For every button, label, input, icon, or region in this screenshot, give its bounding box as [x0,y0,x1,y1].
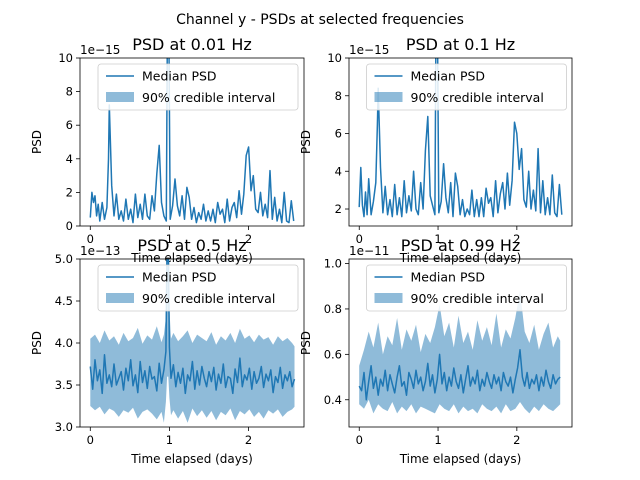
legend-box [97,264,299,312]
subplot-title: PSD at 0.01 Hz [132,35,252,54]
y-axis-label: PSD [30,130,44,154]
legend-median-label: Median PSD [142,270,217,285]
x-tick-label: 1 [166,433,173,447]
y-tick-label: 3.0 [55,420,73,434]
y-tick-label: 2 [335,202,342,216]
y-axis-label: PSD [299,331,313,355]
y-tick-label: 4 [335,164,342,178]
subplot-title: PSD at 0.99 Hz [401,236,521,255]
y-tick-label: 1.0 [324,257,342,271]
x-tick-label: 2 [513,433,520,447]
plot-area [358,290,561,414]
x-tick-label: 1 [166,232,173,246]
y-axis-label: PSD [30,331,44,355]
legend-interval-label: 90% credible interval [411,90,544,105]
legend: Median PSD 90% credible interval [366,264,567,312]
median-psd-line [89,259,296,395]
axes-frame [79,57,305,227]
legend-box [366,264,567,312]
y-tick-label: 4 [66,152,73,166]
axes-frame [348,258,573,428]
legend-median-label: Median PSD [142,69,217,84]
legend-box [97,63,299,111]
y-tick-label: 8 [335,89,342,103]
y-tick-label: 8 [66,85,73,99]
subplot-title: PSD at 0.5 Hz [137,236,246,255]
figure-title: Channel y - PSDs at selected frequencies [176,12,464,28]
y-tick-label: 0 [66,219,73,233]
scale-multiplier: 1e−11 [349,244,389,258]
legend-interval-label: 90% credible interval [411,291,544,306]
subplot-title: PSD at 0.1 Hz [406,35,515,54]
x-tick-label: 0 [87,433,94,447]
y-tick-label: 6 [335,127,342,141]
x-axis-label: Time elapsed (days) [399,452,522,466]
y-tick-label: 10 [327,51,342,65]
legend: Median PSD 90% credible interval [97,264,299,312]
scale-multiplier: 1e−15 [349,43,389,57]
y-tick-label: 4.5 [55,294,73,308]
x-tick-label: 0 [356,433,363,447]
y-tick-label: 3.5 [55,378,73,392]
x-axis-label: Time elapsed (days) [130,452,253,466]
y-tick-label: 10 [58,51,73,65]
legend-median-label: Median PSD [411,270,486,285]
legend-interval-swatch [106,293,134,303]
legend-median-label: Median PSD [411,69,486,84]
y-tick-label: 2 [66,185,73,199]
x-tick-label: 2 [245,232,252,246]
y-tick-label: 0.6 [324,347,342,361]
x-tick-label: 0 [356,232,363,246]
x-tick-label: 1 [434,232,441,246]
plot-area [89,259,296,423]
median-psd-line [89,58,295,224]
y-tick-label: 5.0 [55,252,73,266]
legend-interval-swatch [374,293,403,303]
y-tick-label: 6 [66,118,73,132]
subplot-2: 0 1 2 2 4 6 8 10 1e−15 PSD at 0.1 Hz Time elapsed … [299,35,573,265]
legend-box [366,63,567,111]
subplot-1: 0 1 2 0 2 4 6 8 10 1e−15 PSD at 0.01 Hz Time elapse… [30,35,305,265]
y-tick-label: 0.4 [324,393,342,407]
legend-interval-swatch [374,92,403,102]
scale-multiplier: 1e−15 [80,43,120,57]
axes-frame [348,57,573,227]
credible-interval-band [359,290,561,414]
x-axis-label: Time elapsed (days) [130,251,253,265]
median-psd-line [358,349,561,401]
plot-area [358,58,563,218]
x-axis-label: Time elapsed (days) [399,251,522,265]
y-tick-label: 4.0 [55,336,73,350]
y-axis-label: PSD [299,130,313,154]
x-tick-label: 1 [434,433,441,447]
x-tick-label: 0 [87,232,94,246]
y-tick-label: 0.8 [324,302,342,316]
x-tick-label: 2 [245,433,252,447]
subplot-3: 0 1 23.03.54.04.55.01e−13 PSD at 0.5 HzTime… [30,236,305,466]
legend: Median PSD 90% credible interval [366,63,567,111]
plot-area [89,58,295,224]
scale-multiplier: 1e−13 [80,244,120,258]
median-psd-line [358,58,563,218]
legend-interval-label: 90% credible interval [142,291,275,306]
legend-interval-label: 90% credible interval [142,90,275,105]
legend: Median PSD 90% credible interval [97,63,299,111]
legend-interval-swatch [106,92,134,102]
x-tick-label: 2 [513,232,520,246]
